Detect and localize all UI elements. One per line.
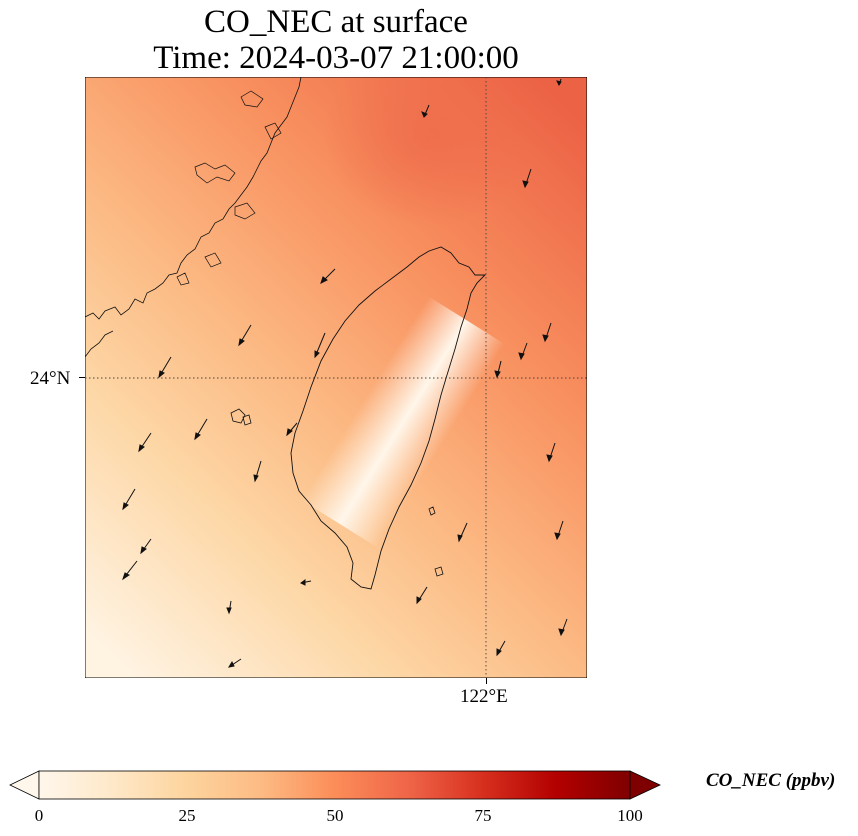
colorbar-tick-label: 100 (617, 806, 643, 825)
colorbar-tick-label: 0 (34, 806, 44, 825)
wind-vectors (122, 78, 568, 668)
wind-arrow (253, 460, 262, 483)
wind-arrow (558, 618, 568, 637)
mainland-bays (176, 90, 282, 286)
lon-label: 122°E (460, 686, 508, 707)
wind-arrow (122, 488, 136, 511)
title-time: Time: 2024-03-07 21:00:00 (153, 40, 519, 76)
colorbar-extend-low (9, 770, 40, 800)
colorbar-tick-label: 75 (474, 806, 492, 825)
colorbar-tick-label: 50 (326, 806, 344, 825)
wind-arrow (522, 168, 532, 189)
wind-arrow (314, 332, 326, 359)
wind-arrow (518, 342, 528, 361)
wind-arrow (138, 432, 152, 453)
wind-arrow (194, 418, 208, 441)
wind-arrow (158, 356, 172, 379)
wind-arrow (238, 324, 252, 347)
penghu-islands (230, 408, 252, 426)
wind-arrow (416, 586, 428, 605)
wind-arrow (300, 579, 312, 586)
wind-arrow (226, 600, 232, 615)
map-title: CO_NEC at surface Time: 2024-03-07 21:00… (86, 4, 586, 76)
concentration-plume (301, 296, 505, 548)
lat-tick (79, 377, 85, 378)
wind-arrow (494, 360, 502, 379)
wind-arrow (227, 658, 242, 668)
lon-tick (486, 678, 487, 684)
colorbar-extend-high (629, 770, 661, 800)
taiwan-coastline (290, 246, 487, 590)
lat-label: 24°N (30, 368, 71, 389)
wind-arrow (122, 560, 138, 581)
wind-arrow (556, 78, 562, 86)
wind-arrow (421, 104, 430, 118)
colorbar (8, 768, 663, 802)
colorbar-ramp (38, 770, 631, 800)
wind-arrow (496, 640, 506, 657)
colorbar-label: CO_NEC (ppbv) (706, 770, 836, 791)
wind-arrow (457, 522, 468, 543)
wind-arrow (140, 538, 152, 555)
green-island (428, 506, 436, 516)
mainland-coastline (85, 77, 302, 358)
title-variable: CO_NEC at surface (204, 4, 468, 40)
colorbar-svg (9, 770, 661, 800)
wind-arrow (542, 322, 552, 343)
wind-arrow (546, 442, 556, 463)
wind-arrow (320, 268, 336, 284)
wind-arrow (286, 422, 298, 437)
colorbar-tick-label: 25 (178, 806, 196, 825)
orchid-island (434, 566, 444, 577)
map-svg (85, 77, 587, 678)
map-panel (85, 77, 587, 678)
wind-arrow (554, 520, 564, 541)
